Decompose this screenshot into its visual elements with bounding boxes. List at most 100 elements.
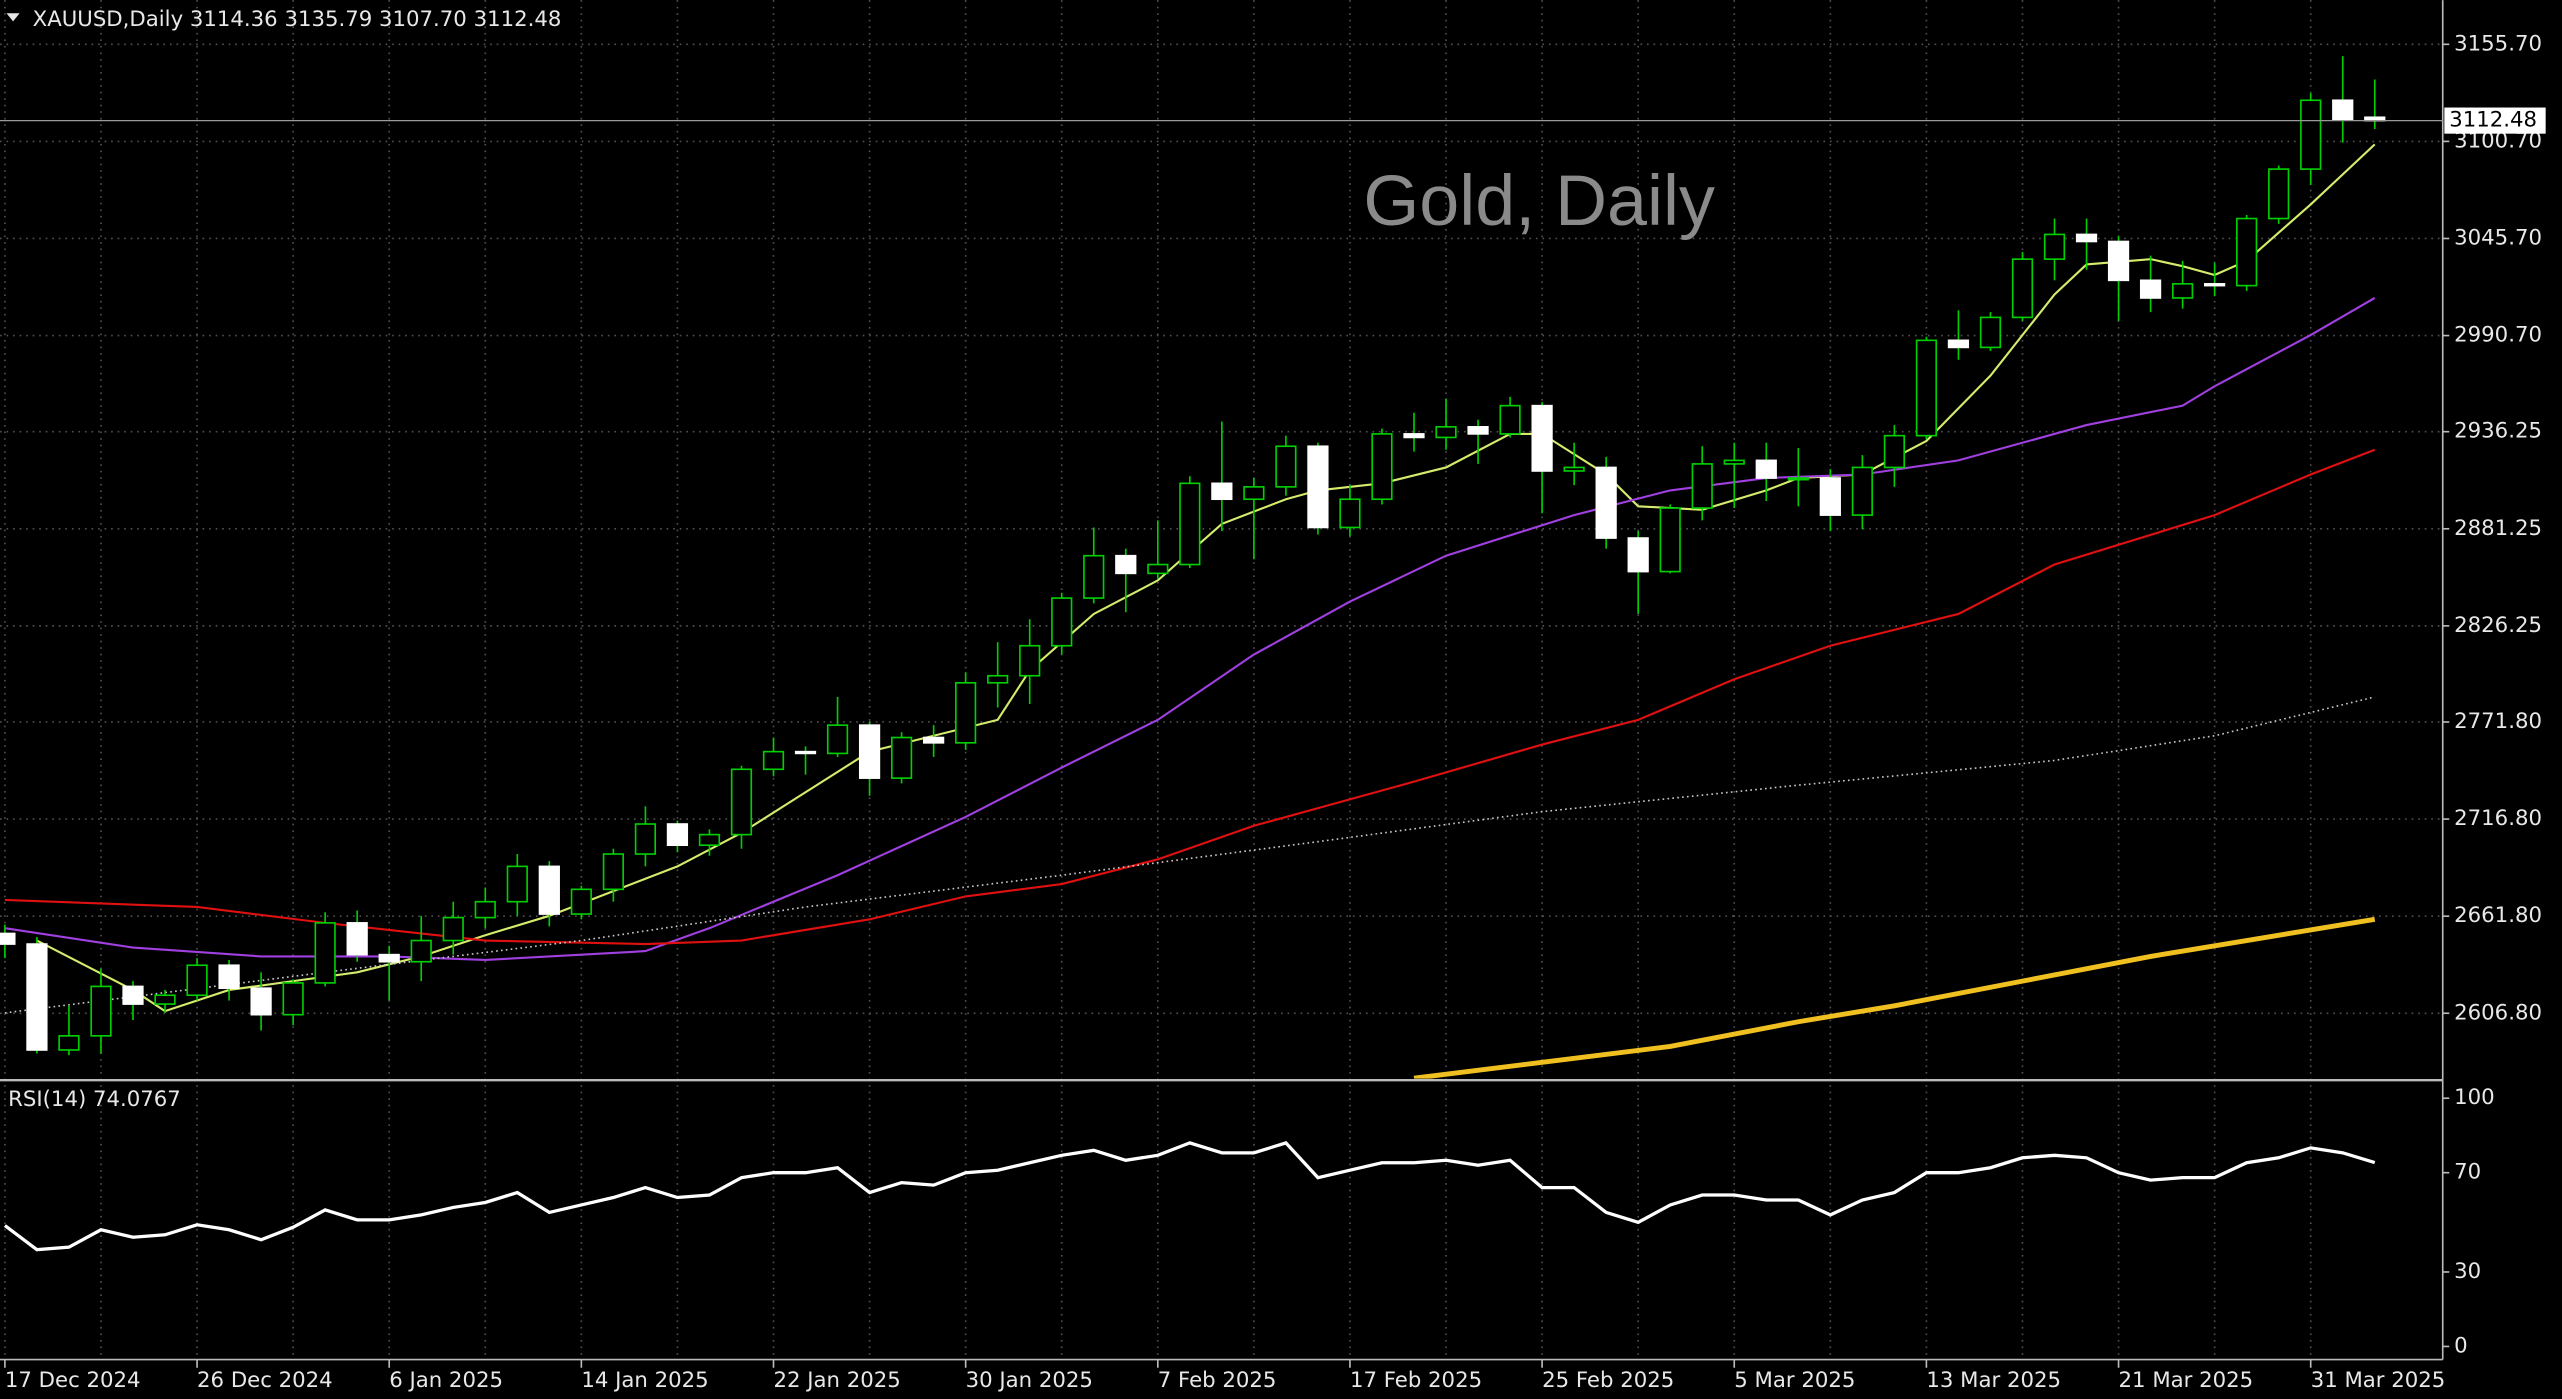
y-tick-label: 2881.25 [2454, 516, 2542, 541]
x-tick-label: 26 Dec 2024 [197, 1368, 333, 1393]
candle-body [794, 750, 817, 755]
x-tick-label: 25 Feb 2025 [1542, 1368, 1674, 1393]
candle-body [1627, 537, 1649, 573]
current-price-label: 3112.48 [2449, 108, 2537, 133]
candle-body [0, 932, 16, 945]
candle-body [1723, 459, 1745, 465]
x-tick-label: 30 Jan 2025 [966, 1368, 1093, 1393]
x-tick-label: 5 Mar 2025 [1734, 1368, 1855, 1393]
candle-body [698, 833, 721, 847]
candle-body [1083, 554, 1105, 599]
candle-body [2204, 283, 2226, 287]
candle-body [2300, 99, 2322, 170]
moving-average [4, 448, 2376, 946]
candle-body [282, 982, 304, 1016]
candle-body [634, 823, 657, 855]
x-tick-label: 7 Feb 2025 [1158, 1368, 1277, 1393]
candle-body [730, 768, 753, 836]
candle-body [186, 964, 208, 997]
y-tick-label: 3045.70 [2454, 225, 2542, 250]
menu-triangle[interactable] [6, 13, 20, 22]
x-tick-label: 13 Mar 2025 [1926, 1368, 2061, 1393]
y-tick-label: 2606.80 [2454, 1000, 2542, 1025]
candle-body [90, 985, 112, 1037]
candle-body [1979, 316, 2002, 349]
candle-body [2043, 233, 2066, 260]
x-tick-label: 14 Jan 2025 [581, 1368, 708, 1393]
candle-body [1019, 644, 1041, 677]
candle-body [923, 736, 945, 744]
rsi-tick-label: 100 [2454, 1085, 2495, 1110]
candle-body [250, 987, 272, 1016]
candle-body [1275, 445, 1297, 488]
moving-average [4, 696, 2375, 1014]
x-tick-label: 6 Jan 2025 [389, 1368, 503, 1393]
candle-body [314, 922, 336, 984]
indicator-title: RSI(14) 74.0767 [8, 1087, 181, 1112]
candle-body [154, 994, 176, 1005]
candle-body [1339, 498, 1361, 529]
candle-body [762, 750, 785, 771]
candle-body [1883, 434, 1905, 469]
candle-body [666, 823, 689, 847]
watermark: Gold, Daily [1363, 161, 1715, 241]
candle-body [890, 736, 913, 779]
candle-body [2268, 168, 2290, 220]
candle-body [1819, 477, 1841, 516]
moving-average [1413, 916, 2376, 1079]
candle-body [955, 681, 977, 744]
rsi-line [3, 1141, 2376, 1252]
candle-body [1563, 466, 1585, 472]
candle-body [1243, 486, 1265, 501]
candle-body [58, 1035, 80, 1051]
y-tick-label: 2771.80 [2454, 709, 2542, 734]
candle-body [1947, 339, 1970, 349]
candle-body [1531, 404, 1553, 472]
candle-body [442, 916, 464, 942]
candle-body [1051, 597, 1073, 647]
candle-body [858, 724, 881, 779]
candle-body [410, 939, 432, 963]
candle-body [474, 900, 496, 919]
candle-body [538, 865, 560, 915]
candle-body [1435, 426, 1457, 439]
candle-body [570, 888, 592, 915]
candle-body [1595, 466, 1617, 539]
y-tick-label: 3155.70 [2454, 31, 2542, 56]
y-tick-label: 2661.80 [2454, 903, 2542, 928]
candle-body [346, 922, 368, 956]
candle-body [2171, 283, 2194, 299]
y-tick-label: 2716.80 [2454, 806, 2542, 831]
candle-body [826, 724, 849, 755]
y-tick-label: 2990.70 [2454, 323, 2542, 348]
candle-body [1499, 404, 1521, 435]
candle-body [2332, 99, 2354, 121]
candle-body [987, 674, 1009, 684]
x-tick-label: 22 Jan 2025 [774, 1368, 901, 1393]
candle-body [2139, 279, 2162, 299]
candle-body [1851, 466, 1873, 516]
candle-body [1787, 477, 1809, 481]
rsi-tick-label: 70 [2454, 1160, 2481, 1185]
plot [0, 56, 2386, 1079]
candle-body [2236, 217, 2258, 287]
moving-average [4, 297, 2376, 962]
x-tick-label: 21 Mar 2025 [2119, 1368, 2254, 1393]
candle-body [1755, 459, 1777, 479]
x-tick-label: 17 Feb 2025 [1350, 1368, 1482, 1393]
candle-body [506, 865, 528, 903]
candle-body [2011, 258, 2034, 319]
candle-body [1211, 482, 1233, 501]
x-tick-label: 17 Dec 2024 [5, 1368, 141, 1393]
candle-body [1915, 339, 1938, 437]
chart-header: XAUUSD,Daily 3114.36 3135.79 3107.70 311… [33, 7, 562, 32]
candle-body [2107, 240, 2130, 282]
candle-body [1691, 463, 1713, 509]
x-tick-label: 31 Mar 2025 [2311, 1368, 2446, 1393]
y-tick-label: 2936.25 [2454, 419, 2542, 444]
candle-body [2075, 233, 2098, 243]
candle-body [1147, 563, 1169, 575]
